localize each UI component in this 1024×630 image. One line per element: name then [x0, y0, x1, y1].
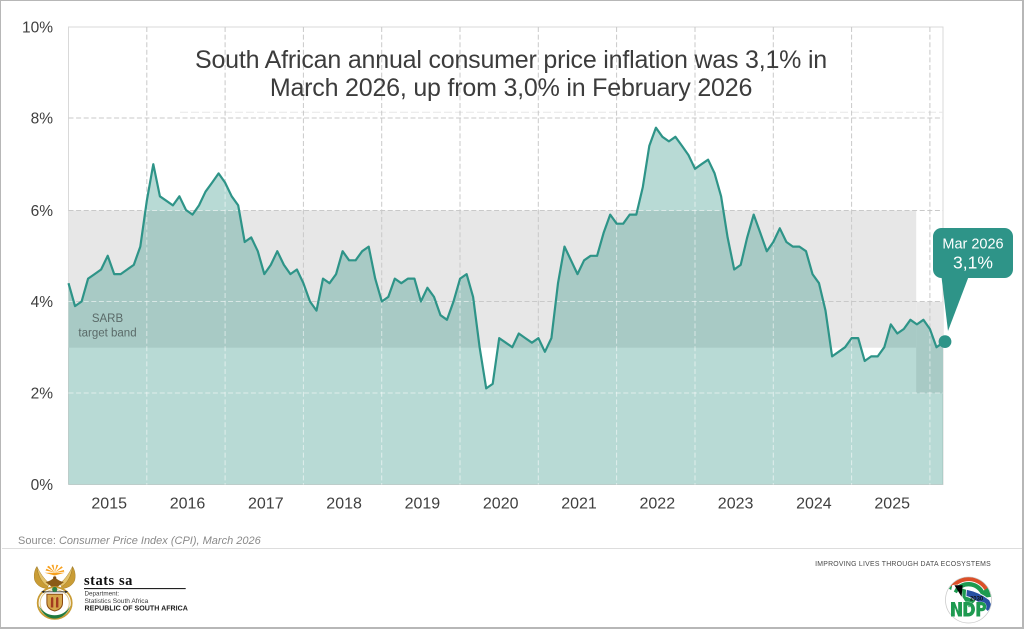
svg-text:2020: 2020 — [483, 496, 519, 513]
svg-text:2019: 2019 — [405, 496, 441, 513]
svg-text:3,1%: 3,1% — [953, 253, 993, 273]
svg-text:2015: 2015 — [91, 496, 127, 513]
svg-text:2024: 2024 — [796, 496, 832, 513]
svg-text:Mar 2026: Mar 2026 — [942, 237, 1003, 253]
svg-text:4%: 4% — [31, 294, 54, 311]
svg-text:2030: 2030 — [970, 595, 984, 602]
svg-text:REPUBLIC OF SOUTH AFRICA: REPUBLIC OF SOUTH AFRICA — [85, 605, 188, 613]
svg-text:South African annual consumer: South African annual consumer price infl… — [195, 46, 827, 74]
svg-text:2016: 2016 — [170, 496, 206, 513]
svg-text:March 2026, up from 3,0% in Fe: March 2026, up from 3,0% in February 202… — [270, 74, 752, 102]
svg-text:2022: 2022 — [640, 496, 676, 513]
svg-text:8%: 8% — [31, 111, 54, 128]
svg-text:2%: 2% — [31, 386, 54, 403]
svg-text:10%: 10% — [22, 20, 53, 37]
svg-text:stats: stats — [84, 573, 115, 589]
svg-text:Statistics South Africa: Statistics South Africa — [85, 598, 149, 605]
svg-text:2018: 2018 — [326, 496, 362, 513]
svg-text:Source: Consumer Price Index (: Source: Consumer Price Index (CPI), Marc… — [18, 535, 262, 547]
svg-text:6%: 6% — [31, 203, 54, 220]
svg-text:2025: 2025 — [874, 496, 910, 513]
svg-text:0%: 0% — [31, 477, 54, 494]
svg-text:2017: 2017 — [248, 496, 284, 513]
svg-text:Department:: Department: — [85, 591, 120, 598]
svg-text:2023: 2023 — [718, 496, 754, 513]
svg-text:SARB: SARB — [92, 313, 124, 325]
svg-text:target band: target band — [78, 328, 136, 340]
svg-text:sa: sa — [119, 573, 133, 589]
svg-text:2021: 2021 — [561, 496, 597, 513]
svg-text:IMPROVING LIVES THROUGH DATA E: IMPROVING LIVES THROUGH DATA ECOSYSTEMS — [815, 561, 991, 568]
